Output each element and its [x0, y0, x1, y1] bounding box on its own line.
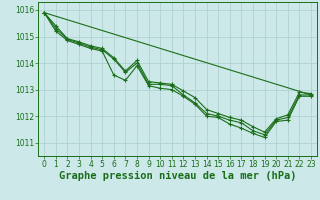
X-axis label: Graphe pression niveau de la mer (hPa): Graphe pression niveau de la mer (hPa) — [59, 171, 296, 181]
